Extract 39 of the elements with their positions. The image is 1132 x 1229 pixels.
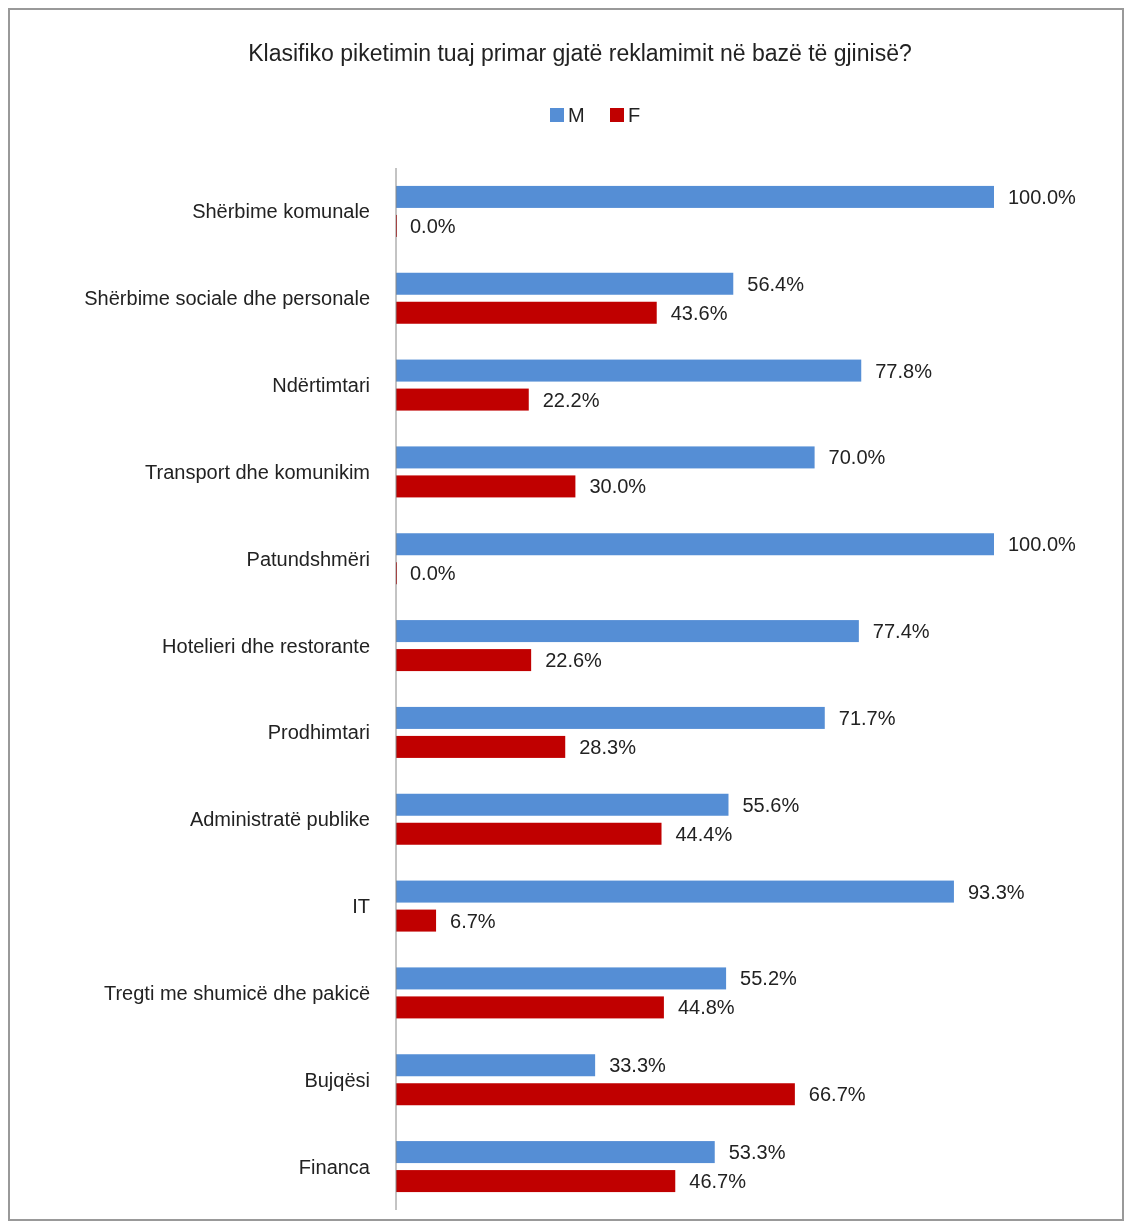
legend-label: M — [568, 104, 585, 126]
data-label: 6.7% — [450, 909, 496, 932]
y-tick-label: Shërbime komunale — [192, 200, 370, 223]
y-tick-label: Patundshmëri — [246, 547, 370, 570]
data-label: 77.8% — [875, 359, 933, 382]
chart-title: Klasifiko piketimin tuaj primar gjatë reklamimit në bazë të gjinisë? — [248, 40, 912, 66]
data-label: 55.6% — [742, 793, 800, 816]
data-label: 0.0% — [410, 214, 456, 237]
y-tick-label: Financa — [298, 1155, 371, 1178]
y-tick-label: Ndërtimtari — [272, 374, 370, 397]
data-label: 22.6% — [545, 649, 603, 672]
data-label: 100.0% — [1008, 533, 1077, 556]
y-tick-label: Shërbime sociale dhe personale — [84, 287, 370, 310]
data-label: 93.3% — [967, 880, 1025, 903]
data-label: 66.7% — [808, 1083, 866, 1106]
y-tick-label: Transport dhe komunikim — [145, 460, 370, 483]
legend-label: F — [628, 104, 641, 126]
data-label: 33.3% — [609, 1054, 667, 1077]
data-label: 44.8% — [677, 996, 735, 1019]
y-tick-label: IT — [352, 895, 370, 918]
data-label: 0.0% — [410, 562, 456, 585]
data-label: 44.4% — [675, 822, 733, 845]
data-label: 77.4% — [872, 620, 930, 643]
data-label: 46.7% — [689, 1170, 747, 1193]
data-label: 55.2% — [740, 967, 798, 990]
data-label: 28.3% — [579, 735, 637, 758]
data-label: 56.4% — [747, 272, 805, 295]
data-label: 43.6% — [670, 301, 728, 324]
y-tick-label: Bujqësi — [304, 1068, 370, 1091]
data-label: 53.3% — [728, 1141, 786, 1164]
data-label: 30.0% — [589, 475, 647, 498]
y-tick-label: Prodhimtari — [267, 721, 370, 744]
y-tick-label: Tregti me shumicë dhe pakicë — [103, 981, 370, 1004]
y-tick-label: Administratë publike — [189, 808, 370, 831]
y-tick-label: Hotelieri dhe restorante — [162, 634, 370, 657]
data-label: 71.7% — [838, 706, 896, 729]
data-label: 100.0% — [1008, 185, 1077, 208]
data-label: 22.2% — [542, 388, 600, 411]
data-label: 70.0% — [828, 446, 886, 469]
